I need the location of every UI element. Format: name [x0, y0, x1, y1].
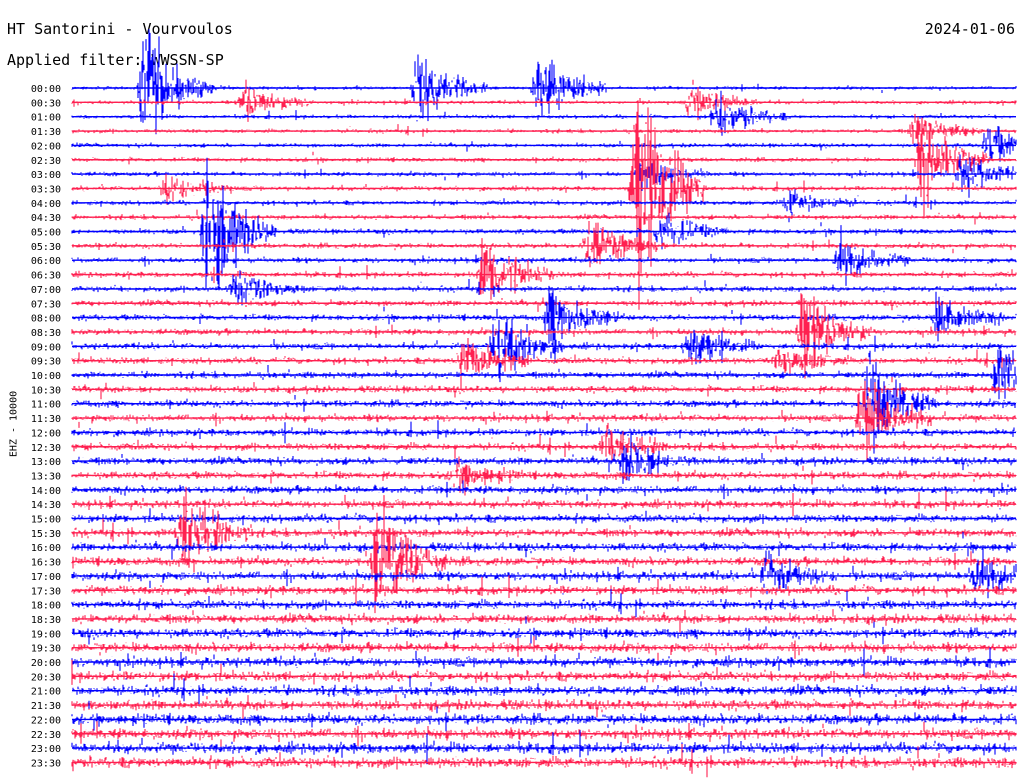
trace-2130 — [71, 694, 1017, 720]
row-label: 02:30 — [31, 156, 61, 167]
row-label: 01:00 — [31, 113, 61, 124]
station-title: HT Santorini - Vourvoulos — [7, 20, 233, 38]
row-label: 14:00 — [31, 486, 61, 497]
row-label: 06:30 — [31, 271, 61, 282]
row-label: 05:00 — [31, 228, 61, 239]
row-label: 12:00 — [31, 428, 61, 439]
row-label: 15:00 — [31, 515, 61, 526]
row-label: 09:00 — [31, 342, 61, 353]
trace-0000 — [71, 29, 1017, 135]
row-label: 11:00 — [31, 400, 61, 411]
row-label: 23:00 — [31, 744, 61, 755]
row-label: 22:30 — [31, 730, 61, 741]
row-label: 21:00 — [31, 687, 61, 698]
row-label: 21:30 — [31, 701, 61, 712]
row-label: 01:30 — [31, 127, 61, 138]
row-label: 23:30 — [31, 758, 61, 769]
row-label: 22:00 — [31, 715, 61, 726]
row-label: 13:00 — [31, 457, 61, 468]
trace-1830 — [71, 609, 1017, 633]
row-label: 04:30 — [31, 213, 61, 224]
row-label: 09:30 — [31, 357, 61, 368]
trace-1030 — [71, 377, 1017, 400]
trace-1800 — [71, 589, 1017, 618]
row-label: 00:30 — [31, 98, 61, 109]
row-label: 18:30 — [31, 615, 61, 626]
row-label: 08:00 — [31, 314, 61, 325]
row-label: 08:30 — [31, 328, 61, 339]
trace-2230 — [71, 721, 1017, 749]
trace-0130 — [71, 113, 1017, 147]
row-label: 13:30 — [31, 471, 61, 482]
trace-0830 — [71, 293, 1017, 379]
row-label: 16:30 — [31, 558, 61, 569]
row-label: 11:30 — [31, 414, 61, 425]
row-label: 15:30 — [31, 529, 61, 540]
trace-2030 — [71, 659, 1017, 685]
row-label: 04:00 — [31, 199, 61, 210]
date-label: 2024-01-06 — [924, 20, 1015, 38]
trace-0230 — [71, 118, 1017, 217]
row-label: 19:00 — [31, 629, 61, 640]
row-label: 12:30 — [31, 443, 61, 454]
row-label: 20:30 — [31, 672, 61, 683]
trace-1500 — [71, 508, 1017, 526]
filter-label: Applied filter: WWSSN-SP — [7, 51, 224, 69]
trace-1630 — [71, 495, 1017, 614]
trace-1530 — [71, 486, 1017, 573]
trace-1400 — [71, 480, 1017, 501]
row-label: 05:30 — [31, 242, 61, 253]
row-label: 03:30 — [31, 184, 61, 195]
trace-0100 — [71, 90, 1016, 136]
row-label: 06:00 — [31, 256, 61, 267]
row-label: 00:00 — [31, 84, 61, 95]
row-label: 17:00 — [31, 572, 61, 583]
row-label: 07:00 — [31, 285, 61, 296]
row-label: 17:30 — [31, 586, 61, 597]
row-label: 02:00 — [31, 141, 61, 152]
trace-1100 — [71, 350, 1017, 454]
row-label: 03:00 — [31, 170, 61, 181]
row-label: 10:30 — [31, 385, 61, 396]
row-label: 20:00 — [31, 658, 61, 669]
row-label: 07:30 — [31, 299, 61, 310]
row-label: 19:30 — [31, 644, 61, 655]
row-label: 16:00 — [31, 543, 61, 554]
row-label: 10:00 — [31, 371, 61, 382]
trace-0730 — [71, 296, 1017, 312]
row-label: 18:00 — [31, 601, 61, 612]
row-label: 14:30 — [31, 500, 61, 511]
